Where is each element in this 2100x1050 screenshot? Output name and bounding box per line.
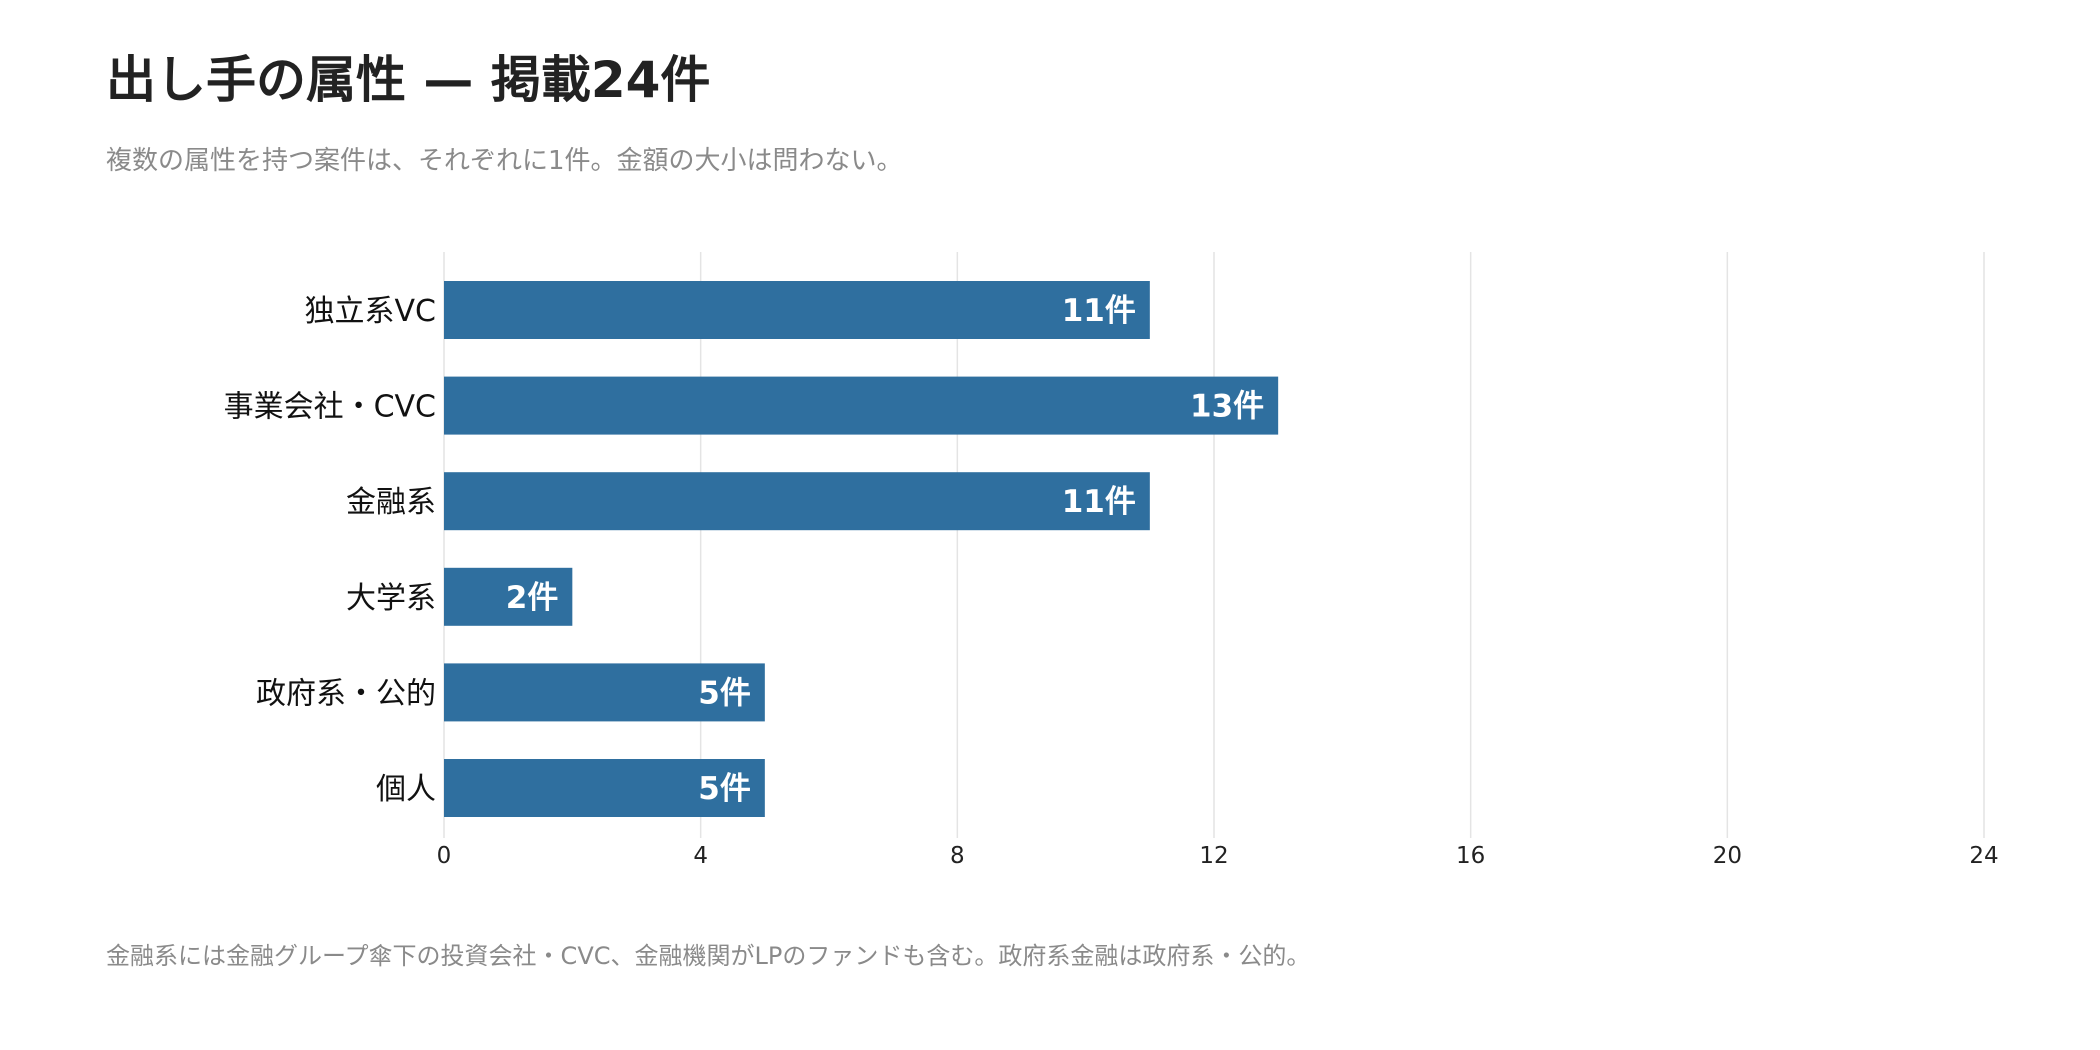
x-tick-label: 4 [693,843,708,869]
footnote: 金融系には金融グループ傘下の投資会社・CVC、金融機関がLPのファンドも含む。政… [106,942,1311,970]
x-tick-label: 24 [1969,843,1998,869]
x-axis-tick-labels: 0 4 8 12 16 20 24 [437,843,1999,869]
bar [444,759,765,817]
bar-value-label: 11件 [1062,293,1136,329]
bar-value-label: 2件 [506,580,559,616]
bar-value-label: 11件 [1062,484,1136,520]
bar-value-label: 5件 [698,675,751,711]
category-label: 政府系・公的 [256,676,436,711]
x-tick-label: 20 [1713,843,1742,869]
category-label: 金融系 [346,485,436,520]
chart-subtitle: 複数の属性を持つ案件は、それぞれに1件。金額の大小は問わない。 [106,146,903,176]
bar [444,376,1279,435]
grid-lines [443,252,1985,838]
bar [444,281,1150,339]
bars: 11件 13件 11件 2件 5件 5件 [444,281,1279,817]
category-label: 独立系VC [305,294,436,329]
chart-title: 出し手の属性 — 掲載24件 [106,51,711,109]
bar [444,472,1150,531]
x-tick-label: 12 [1199,843,1228,869]
bar-value-label: 13件 [1190,389,1264,425]
bar-value-label: 5件 [698,771,751,807]
bar [444,663,765,722]
category-label: 大学系 [346,581,436,616]
x-tick-label: 8 [950,843,965,869]
x-tick-label: 16 [1456,843,1485,869]
x-tick-label: 0 [437,843,452,869]
category-label: 個人 [376,772,436,807]
category-label: 事業会社・CVC [224,390,436,425]
bar [444,567,573,626]
